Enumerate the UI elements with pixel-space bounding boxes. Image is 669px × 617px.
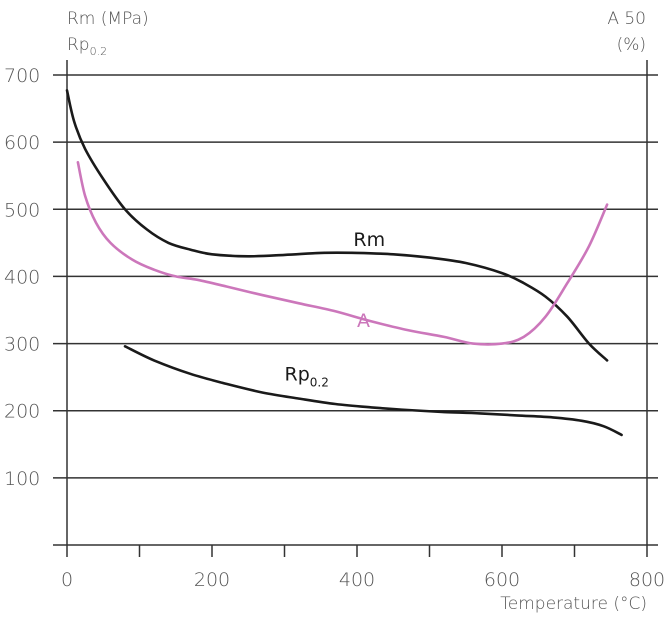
y-tick-label-100: 100	[4, 468, 40, 490]
left-axis-label-rp-main: Rp	[67, 35, 90, 55]
left-axis-label-rp-sub: 0.2	[90, 45, 108, 58]
series-label-rp: Rp0.2	[285, 364, 329, 390]
x-tick-label-200: 200	[194, 569, 230, 591]
x-tick-label-0: 0	[61, 569, 73, 591]
series-group: Rm A Rp0.2	[65, 89, 623, 437]
y-tick-label-700: 700	[4, 65, 40, 87]
x-tick-label-600: 600	[484, 569, 520, 591]
y-tick-label-400: 400	[4, 266, 40, 288]
y-ticks: 100 200 300 400 500 600 700	[4, 65, 40, 490]
y-tick-label-300: 300	[4, 334, 40, 356]
right-axis-label-a50: A 50	[607, 9, 646, 29]
x-axis-label: Temperature (°C)	[500, 594, 647, 614]
series-label-rm: Rm	[353, 229, 385, 251]
x-ticks: 0 200 400 600 800	[61, 545, 665, 591]
axes	[53, 60, 658, 557]
series-label-a: A	[357, 310, 370, 332]
series-line-rp	[123, 345, 623, 437]
left-axis-label-rp: Rp0.2	[67, 35, 107, 58]
y-tick-label-600: 600	[4, 132, 40, 154]
y-tick-label-200: 200	[4, 401, 40, 423]
y-tick-label-500: 500	[4, 199, 40, 221]
x-tick-label-800: 800	[629, 569, 665, 591]
grid-lines	[53, 74, 658, 479]
x-tick-label-400: 400	[339, 569, 375, 591]
right-axis-label-percent: (%)	[617, 35, 646, 55]
left-axis-label-rm: Rm (MPa)	[67, 9, 149, 29]
series-line-a	[76, 161, 609, 346]
series-line-rm	[65, 89, 609, 362]
